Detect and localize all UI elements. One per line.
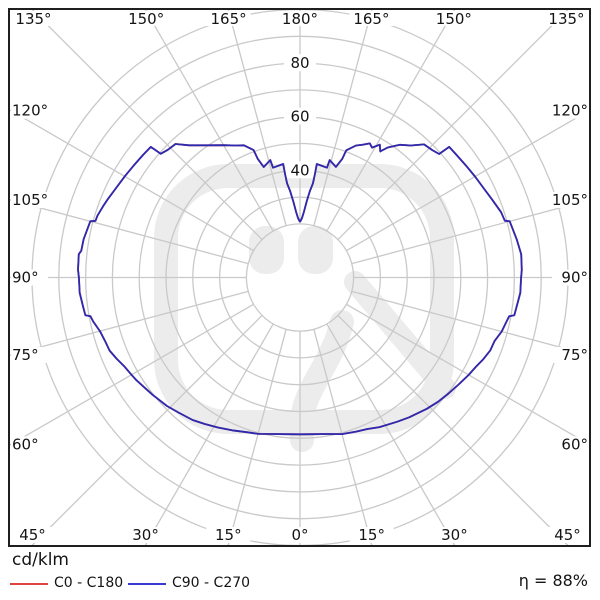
- angle-label-45°-right: 45°: [554, 526, 581, 544]
- angle-label-30°-right: 30°: [441, 526, 468, 544]
- angle-label-15°-right: 15°: [358, 526, 385, 544]
- angle-label-60°-right: 60°: [561, 435, 588, 453]
- angle-label-bg: [123, 527, 168, 543]
- unit-label: cd/klm: [12, 550, 69, 570]
- chart-footer: cd/klm C0 - C180 C90 - C270 η = 88%: [0, 548, 600, 600]
- legend-label-c0-c180: C0 - C180: [54, 575, 124, 591]
- grid-spoke-345: [227, 329, 287, 546]
- angle-label-90°-right: 90°: [561, 269, 588, 287]
- legend-item-c0-c180: C0 - C180: [10, 575, 128, 593]
- grid-spoke-120: [346, 109, 590, 252]
- angle-label-bg: [10, 527, 55, 543]
- legend-item-c90-c270: C90 - C270: [128, 575, 258, 593]
- grid-spoke-300: [10, 303, 254, 446]
- grid-spoke-15: [313, 329, 373, 546]
- angle-label-bg: [11, 346, 48, 363]
- legend-line-c0-c180: [10, 583, 48, 585]
- angle-label-135°-left: 135°: [15, 10, 51, 28]
- intensity-curves: [77, 142, 523, 436]
- grid-spoke-210: [144, 10, 274, 232]
- angle-label-bg: [206, 11, 251, 26]
- angle-label-90°-left: 90°: [12, 269, 39, 287]
- angle-label-bg: [11, 192, 48, 209]
- grid-spoke-30: [326, 323, 456, 546]
- angle-label-bg: [278, 11, 322, 26]
- angle-label-120°-right: 120°: [552, 102, 588, 120]
- angle-label-bg: [545, 527, 590, 543]
- angle-label-165°-right: 165°: [353, 10, 389, 28]
- legend-line-c90-c270: [128, 583, 166, 585]
- angle-label-bg: [552, 436, 589, 453]
- grid-spoke-60: [346, 303, 590, 446]
- angle-label-bg: [552, 346, 589, 363]
- radial-tick-bg: [284, 54, 316, 72]
- angle-label-180°-right: 180°: [282, 10, 318, 28]
- chart-frame: [8, 8, 591, 547]
- watermark-prong: [249, 226, 284, 274]
- angle-label-75°-left: 75°: [12, 346, 39, 364]
- angle-label-bg: [11, 102, 48, 119]
- grid-spoke-105: [351, 199, 590, 265]
- angle-label-bg: [11, 436, 48, 453]
- radial-tick-label-60: 60: [290, 108, 309, 126]
- radial-tick-bg: [284, 161, 316, 179]
- angle-label-bg: [278, 527, 322, 543]
- angle-label-bg: [349, 527, 394, 543]
- angle-label-bg: [349, 11, 394, 26]
- grid-spoke-75: [351, 290, 590, 356]
- angle-label-bg: [552, 102, 589, 119]
- angle-label-bg: [11, 11, 56, 26]
- angle-label-105°-right: 105°: [552, 191, 588, 209]
- legend-label-c90-c270: C90 - C270: [172, 575, 251, 591]
- angle-label-bg: [432, 527, 477, 543]
- angle-label-60°-left: 60°: [12, 435, 39, 453]
- grid-spoke-255: [10, 199, 249, 265]
- polar-grid: [10, 10, 590, 546]
- grid-spoke-285: [10, 290, 249, 356]
- radial-tick-label-40: 40: [290, 161, 309, 179]
- efficiency-label: η = 88%: [518, 571, 588, 590]
- curve-C90-C270: [77, 142, 523, 436]
- angle-label-135°-right: 135°: [548, 10, 584, 28]
- angle-label-150°-right: 150°: [436, 10, 472, 28]
- angle-label-105°-left: 105°: [12, 191, 48, 209]
- radial-tick-label-80: 80: [290, 54, 309, 72]
- grid-spoke-150: [326, 10, 456, 232]
- grid-spoke-330: [144, 323, 274, 546]
- radial-tick-bg: [284, 107, 316, 125]
- grid-spoke-165: [313, 10, 373, 226]
- angle-label-120°-left: 120°: [12, 102, 48, 120]
- angle-label-15°-left: 15°: [215, 526, 242, 544]
- axis-labels: 40 60 80 0° 15° 15° 30° 30° 45° 45° 60° 60° 75° 75° 90…: [10, 10, 590, 544]
- angle-label-30°-left: 30°: [132, 526, 159, 544]
- watermark-tail: [289, 310, 354, 452]
- grid-spoke-240: [10, 109, 254, 252]
- watermark-prong: [298, 226, 333, 274]
- angle-label-150°-left: 150°: [128, 10, 164, 28]
- angle-label-45°-left: 45°: [19, 526, 46, 544]
- grid-spoke-195: [227, 10, 287, 226]
- angle-label-bg: [544, 11, 589, 26]
- angle-label-bg: [206, 527, 251, 543]
- angle-label-75°-right: 75°: [561, 346, 588, 364]
- angle-label-0°-right: 0°: [291, 526, 308, 544]
- polar-chart-canvas: 40 60 80 0° 15° 15° 30° 30° 45° 45° 60° 60° 75° 75° 90…: [8, 8, 591, 547]
- angle-label-bg: [11, 269, 48, 286]
- angle-label-bg: [124, 11, 169, 26]
- angle-label-bg: [552, 269, 589, 286]
- angle-label-bg: [431, 11, 476, 26]
- angle-label-bg: [552, 192, 589, 209]
- angle-label-165°-left: 165°: [211, 10, 247, 28]
